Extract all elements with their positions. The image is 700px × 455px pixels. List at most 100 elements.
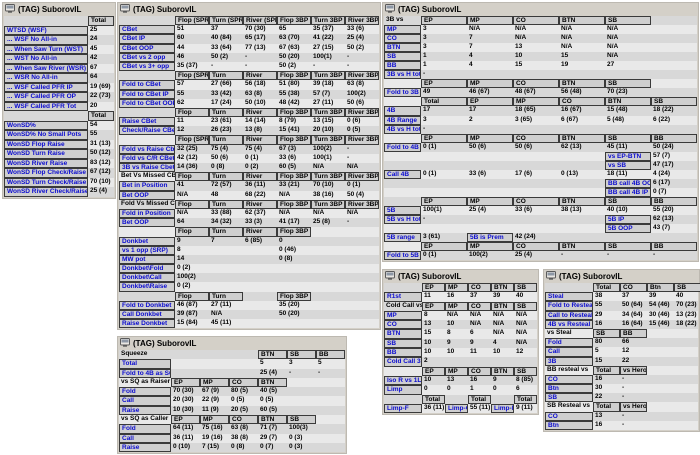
stat-label[interactable]: BB xyxy=(384,348,422,358)
stat-label[interactable]: Limp-C xyxy=(445,403,468,414)
stat-label[interactable]: Fold to CBet xyxy=(119,80,175,90)
stat-label[interactable]: 3B vs Raise Cbet xyxy=(119,163,175,173)
stat-label[interactable]: Btn xyxy=(545,384,593,394)
stat-label[interactable]: Bet in Position xyxy=(119,181,175,191)
stat-label[interactable]: MW pot xyxy=(119,254,175,265)
stat-label[interactable]: R1st xyxy=(384,292,422,302)
stat-label[interactable]: Fold to CBet OOP xyxy=(119,98,175,108)
stat-label[interactable]: MP xyxy=(384,25,421,35)
stat-label[interactable]: Call Donkbet xyxy=(119,310,175,320)
stat-label[interactable]: Limp xyxy=(384,385,422,395)
stat-label[interactable]: BB call 4B IP xyxy=(605,187,651,197)
stat-label[interactable]: Fold to Resteal xyxy=(545,301,593,311)
stat-label[interactable]: ... WSF No All-in xyxy=(4,35,88,45)
stat-label[interactable]: CO xyxy=(384,320,422,330)
stat-label[interactable]: Raise CBet xyxy=(119,117,175,127)
stat-label[interactable]: Fold xyxy=(119,387,171,397)
stat-label[interactable]: CBet IP xyxy=(119,34,175,44)
stat-label[interactable]: CO xyxy=(545,374,593,385)
stat-label[interactable]: BTN xyxy=(384,329,422,339)
stat-label[interactable]: WonSD River Check/Raise xyxy=(4,187,88,197)
stat-label[interactable]: Fold xyxy=(545,338,593,348)
stat-label[interactable]: WonSD Turn Raise xyxy=(4,149,88,159)
stat-label[interactable]: WTSD (WSF) xyxy=(4,25,88,35)
stat-label[interactable]: Cold Call 3b xyxy=(384,357,422,367)
stat-label[interactable]: BB call 4B OOP xyxy=(605,178,651,188)
stat-label[interactable]: Donkbet xyxy=(119,236,175,246)
stat-label[interactable]: Check/Raise CBet xyxy=(119,126,175,136)
stat-label[interactable]: 5B vs H tot xyxy=(384,215,421,225)
stat-label[interactable]: Fold to 3B xyxy=(384,88,421,98)
stat-label[interactable]: Raise Donkbet xyxy=(119,319,175,329)
stat-label[interactable]: MP xyxy=(384,310,422,321)
stat-label[interactable]: 5B IP xyxy=(605,215,651,225)
stat-label[interactable]: 4B vs Resteal xyxy=(545,319,593,329)
stat-label[interactable]: Fold to Donkbet xyxy=(119,300,175,310)
stat-label[interactable]: Donkbet\Raise xyxy=(119,282,175,292)
stat-label[interactable]: ... WSF Called PFR IP xyxy=(4,82,88,92)
panel-titlebar[interactable]: (TAG) SuborovIL xyxy=(119,3,379,16)
stat-label[interactable]: Bet OOP xyxy=(119,190,175,200)
stat-label[interactable]: 4B xyxy=(384,106,421,116)
stat-label[interactable]: vs 1 opp (SRP) xyxy=(119,245,175,255)
stat-label[interactable]: 5B is Prem xyxy=(467,233,513,243)
stat-label[interactable]: Limp-F xyxy=(384,403,422,414)
stat-label[interactable]: WonSD River Raise xyxy=(4,158,88,168)
stat-label[interactable]: Raise xyxy=(119,405,171,416)
stat-label[interactable]: CBet OOP xyxy=(119,43,175,53)
stat-label[interactable]: ... WSF Called PFR OP xyxy=(4,92,88,102)
stat-label[interactable]: CBet vs 3+ opp xyxy=(119,61,175,72)
stat-label[interactable]: BB xyxy=(384,61,421,71)
stat-label[interactable]: WonSD Turn Check/Raise xyxy=(4,177,88,187)
stat-label[interactable]: 4B vs H tot xyxy=(384,124,421,134)
stat-label[interactable]: WonSD% xyxy=(4,120,88,130)
stat-label[interactable]: Raise xyxy=(119,442,171,453)
stat-label[interactable]: Fold to 4B as SQ xyxy=(119,368,171,378)
stat-label[interactable]: Steal xyxy=(545,292,593,302)
stat-label[interactable]: WonSD Flop Raise xyxy=(4,139,88,149)
stat-label[interactable]: 5B range xyxy=(384,233,421,243)
panel-titlebar[interactable]: (TAG) SuborovIL xyxy=(4,3,114,16)
stat-label[interactable]: ... WSR No All-in xyxy=(4,73,88,83)
stat-label[interactable]: Fold to 5B xyxy=(384,251,421,261)
panel-titlebar[interactable]: (TAG) SuborovIL xyxy=(545,270,698,283)
stat-label[interactable]: ... WST No All-in xyxy=(4,54,88,64)
stat-label[interactable]: Call 4B xyxy=(384,169,421,179)
stat-label[interactable]: Fold xyxy=(119,424,171,434)
stat-label[interactable]: Iso R vs 1L xyxy=(384,375,422,386)
stat-label[interactable]: 5B xyxy=(384,205,421,216)
stat-label[interactable]: Donkbet\Fold xyxy=(119,264,175,274)
stat-label[interactable]: Call xyxy=(119,433,171,443)
stat-label[interactable]: Total xyxy=(119,359,171,369)
stat-label[interactable]: SB xyxy=(384,52,421,62)
stat-label[interactable]: Bet OOP xyxy=(119,218,175,228)
stat-label[interactable]: BTN xyxy=(384,43,421,53)
stat-label[interactable]: WonSD% No Small Pots xyxy=(4,130,88,140)
stat-label[interactable]: Fold vs Raise Cbet xyxy=(119,144,175,154)
stat-label[interactable]: Fold to 4B xyxy=(384,142,421,152)
stat-label[interactable]: 3B vs H tot xyxy=(384,70,421,80)
stat-label[interactable]: SB xyxy=(384,338,422,349)
stat-label[interactable]: 4B Range xyxy=(384,115,421,125)
stat-label[interactable]: vs EP-BTN xyxy=(605,151,651,161)
stat-label[interactable]: SB xyxy=(545,393,593,403)
stat-label[interactable]: ... When Saw Turn (WST) xyxy=(4,44,88,54)
stat-label[interactable]: Limp-R xyxy=(491,403,514,414)
stat-label[interactable]: Fold vs C/R CBet xyxy=(119,153,175,163)
stat-label[interactable]: CO xyxy=(545,411,593,421)
stat-label[interactable]: Call xyxy=(545,347,593,357)
panel-titlebar[interactable]: (TAG) SuborovIL xyxy=(384,270,537,283)
stat-label[interactable]: CO xyxy=(384,34,421,44)
stat-label[interactable]: Call xyxy=(119,396,171,406)
stat-label[interactable]: Fold in Position xyxy=(119,208,175,219)
stat-label[interactable]: vs SB xyxy=(605,160,651,170)
panel-titlebar[interactable]: (TAG) SuborovIL xyxy=(384,3,697,16)
stat-label[interactable]: CBet xyxy=(119,25,175,35)
stat-label[interactable]: WonSD Flop Check/Raise xyxy=(4,168,88,178)
stat-label[interactable]: ... When Saw River (WSR) xyxy=(4,63,88,73)
stat-label[interactable]: Fold to CBet IP xyxy=(119,89,175,99)
stat-label[interactable]: Call to Resteal xyxy=(545,310,593,320)
stat-label[interactable]: Btn xyxy=(545,420,593,430)
stat-label[interactable]: CBet vs 2 opp xyxy=(119,52,175,62)
stat-label[interactable]: ... WSF Called PFR Tot xyxy=(4,101,88,111)
